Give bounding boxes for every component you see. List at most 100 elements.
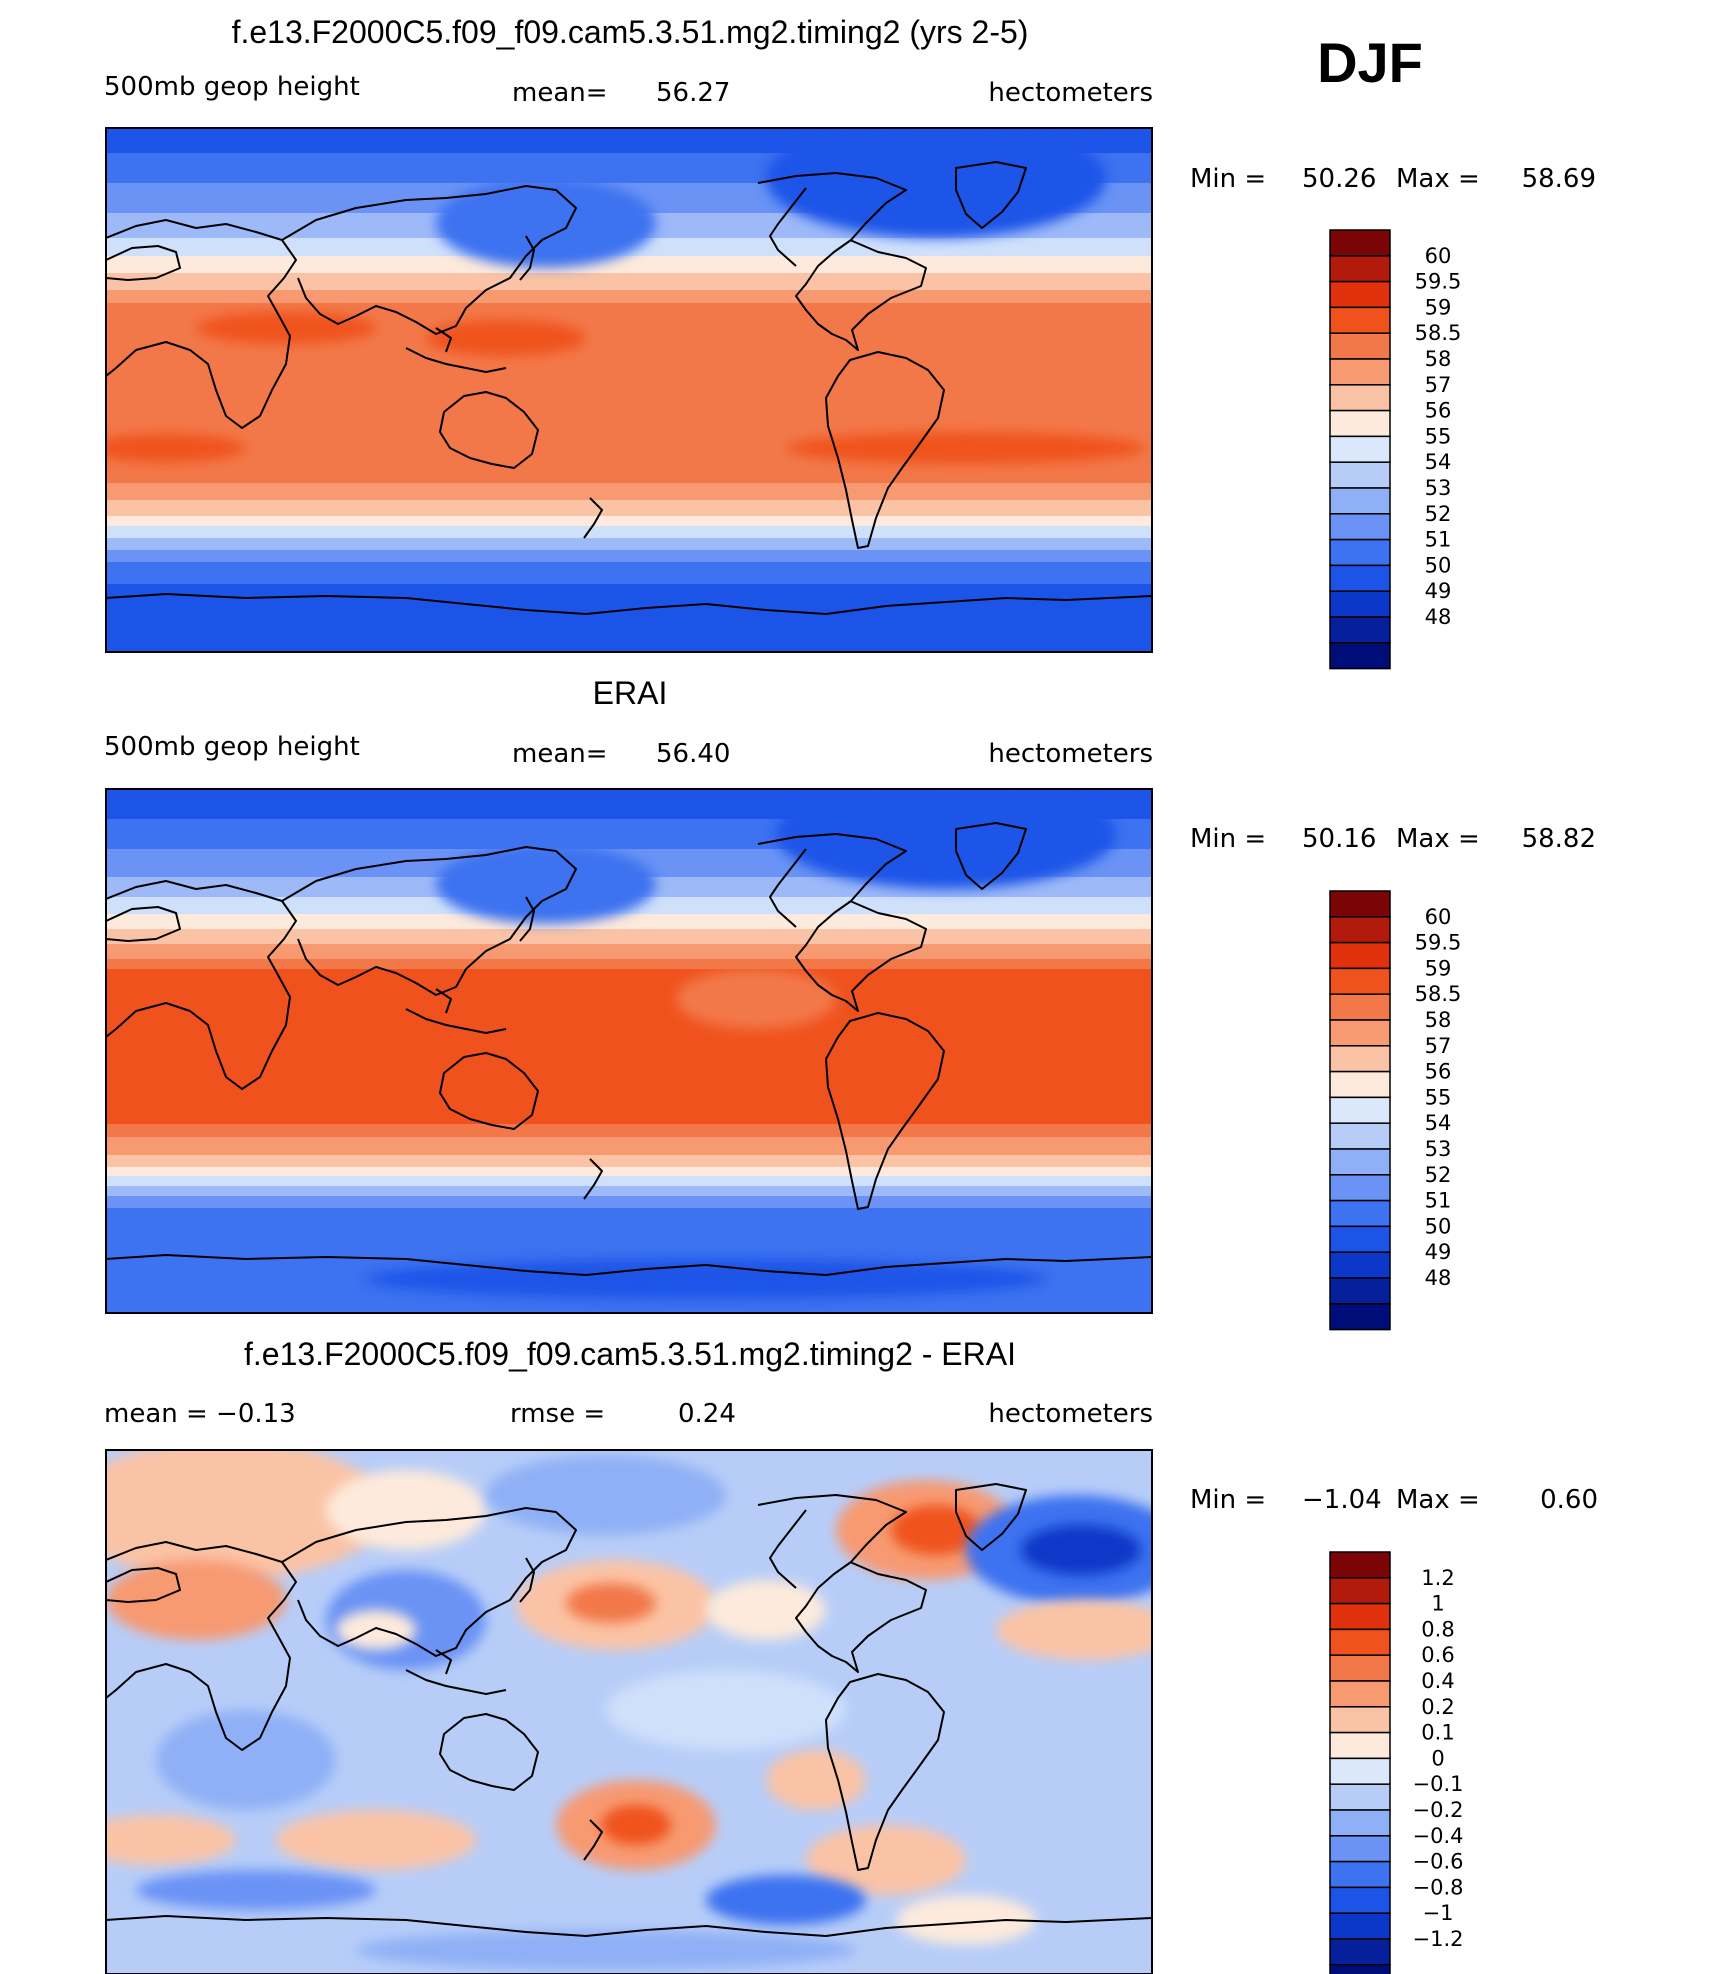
colorbar-label: −1 <box>1423 1901 1454 1925</box>
colorbar-swatch <box>1329 280 1391 309</box>
colorbar-swatch <box>1329 1912 1391 1940</box>
panel-2-title: ERAI <box>593 675 668 711</box>
colorbar-swatch <box>1329 538 1391 567</box>
colorbar-label: 0.6 <box>1421 1643 1454 1667</box>
panel-3-max-value: 0.60 <box>1540 1485 1598 1515</box>
colorbar-swatch <box>1329 1964 1391 1974</box>
colorbar-swatch <box>1329 1148 1391 1176</box>
colorbar-label: 58.5 <box>1415 321 1462 345</box>
colorbar-label: 59.5 <box>1415 931 1462 955</box>
panel-3-rmse-label: rmse = <box>510 1399 605 1429</box>
colorbar-label: 49 <box>1425 1240 1452 1264</box>
colorbar-swatch <box>1329 1860 1391 1889</box>
colorbar-swatch <box>1329 1303 1391 1331</box>
colorbar-swatch <box>1329 941 1391 970</box>
panel-3-title: f.e13.F2000C5.f09_f09.cam5.3.51.mg2.timi… <box>244 1336 1016 1372</box>
colorbar-label: −0.2 <box>1413 1798 1464 1822</box>
colorbar-swatch <box>1329 616 1391 644</box>
panel-3-max-label: Max = <box>1396 1485 1480 1515</box>
colorbar-label: 58 <box>1425 1008 1452 1032</box>
colorbar-label: 0.1 <box>1421 1721 1454 1745</box>
panel-1-title: f.e13.F2000C5.f09_f09.cam5.3.51.mg2.timi… <box>232 14 1029 50</box>
colorbar-swatch <box>1329 229 1391 257</box>
colorbar-label: 0.4 <box>1421 1669 1454 1693</box>
colorbar-label: 0 <box>1431 1746 1444 1770</box>
colorbar-swatch <box>1329 967 1391 995</box>
colorbar-swatch <box>1329 1577 1391 1605</box>
colorbar-swatch <box>1329 1174 1391 1202</box>
colorbar-label: −0.1 <box>1413 1772 1464 1796</box>
panel-3-map <box>106 1450 1152 1974</box>
panel-2-mean-value: 56.40 <box>656 739 730 769</box>
panel-2-max-label: Max = <box>1396 824 1480 854</box>
colorbar-swatch <box>1329 1783 1391 1811</box>
colorbar-swatch <box>1329 1602 1391 1631</box>
panel-1-mean-label: mean= <box>512 78 608 108</box>
colorbar-swatch <box>1329 435 1391 463</box>
colorbar-swatch <box>1329 1886 1391 1914</box>
panel-1-max-value: 58.69 <box>1522 164 1596 194</box>
panel-2-max-value: 58.82 <box>1522 824 1596 854</box>
panel-1-field-label: 500mb geop height <box>104 72 360 102</box>
colorbar-label: −0.8 <box>1413 1875 1464 1899</box>
colorbar-swatch <box>1329 513 1391 541</box>
colorbar-label: 51 <box>1425 528 1452 552</box>
colorbar-label: 52 <box>1425 1163 1452 1187</box>
colorbar-label: 55 <box>1425 1085 1452 1109</box>
colorbar-label: −0.4 <box>1413 1824 1464 1848</box>
colorbar-label: 59 <box>1425 295 1452 319</box>
panel-3-rmse-value: 0.24 <box>678 1399 736 1429</box>
colorbar-swatch <box>1329 1809 1391 1837</box>
panel-1-max-label: Max = <box>1396 164 1480 194</box>
panel-3-mean: mean = −0.13 <box>104 1399 296 1429</box>
colorbar-swatch <box>1329 1757 1391 1785</box>
colorbar-label: 48 <box>1425 1266 1452 1290</box>
panel-2-mean-label: mean= <box>512 739 608 769</box>
colorbar-swatch <box>1329 358 1391 386</box>
colorbar-swatch <box>1329 890 1391 918</box>
colorbar-label: 58 <box>1425 347 1452 371</box>
colorbar-label: −1.2 <box>1413 1927 1464 1951</box>
colorbar-label: 0.2 <box>1421 1695 1454 1719</box>
colorbar-label: 59.5 <box>1415 270 1462 294</box>
panel-2-units: hectometers <box>988 739 1153 769</box>
panel-2-frame <box>105 788 1153 1314</box>
colorbar-label: 50 <box>1425 1214 1452 1238</box>
panel-1-min-label: Min = <box>1190 164 1266 194</box>
colorbar-label: 53 <box>1425 1137 1452 1161</box>
colorbar-label: 59 <box>1425 956 1452 980</box>
colorbar-swatch <box>1329 461 1391 489</box>
colorbar-swatch <box>1329 1277 1391 1305</box>
colorbar-swatch <box>1329 409 1391 438</box>
colorbar-label: 60 <box>1425 905 1452 929</box>
colorbar-label: −0.6 <box>1413 1850 1464 1874</box>
colorbar-label: 53 <box>1425 476 1452 500</box>
colorbar-label: 54 <box>1425 1111 1452 1135</box>
panel-3-min-value: −1.04 <box>1302 1485 1382 1515</box>
panel-1-frame <box>105 127 1153 653</box>
colorbar-swatch <box>1329 1551 1391 1579</box>
colorbar-swatch <box>1329 1199 1391 1228</box>
panel-1-min-value: 50.26 <box>1302 164 1376 194</box>
colorbar-swatch <box>1329 1938 1391 1966</box>
panel-1-units: hectometers <box>988 78 1153 108</box>
season-label: DJF <box>1317 31 1423 94</box>
colorbar-swatch <box>1329 1045 1391 1073</box>
colorbar-swatch <box>1329 1835 1391 1863</box>
colorbar-swatch <box>1329 1680 1391 1708</box>
colorbar-swatch <box>1329 590 1391 618</box>
colorbar-label: 57 <box>1425 1034 1452 1058</box>
colorbar-label: 58.5 <box>1415 982 1462 1006</box>
colorbar-swatch <box>1329 384 1391 412</box>
panel-2-min-value: 50.16 <box>1302 824 1376 854</box>
colorbar-label: 56 <box>1425 1060 1452 1084</box>
colorbar-label: 51 <box>1425 1189 1452 1213</box>
colorbar-label: 55 <box>1425 424 1452 448</box>
colorbar-swatch <box>1329 255 1391 283</box>
colorbar-3: 1.210.80.60.40.20.10−0.1−0.2−0.4−0.6−0.8… <box>1329 1551 1464 1974</box>
colorbar-swatch <box>1329 916 1391 944</box>
colorbar-swatch <box>1329 642 1391 670</box>
